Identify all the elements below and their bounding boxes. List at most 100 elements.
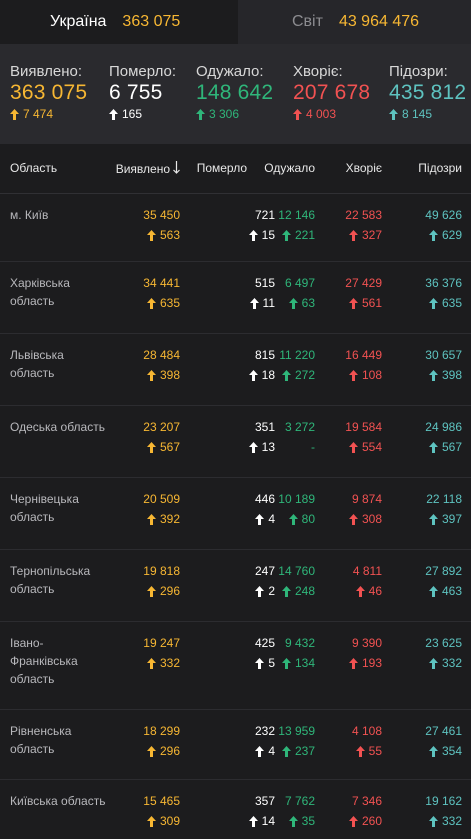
- arrow-up-icon: [428, 369, 438, 381]
- table-row[interactable]: Одеська область 23 207 567 351 13 3 272 - 19 58…: [0, 406, 471, 478]
- arrow-up-icon: [428, 657, 438, 669]
- died-delta: 4: [255, 512, 275, 526]
- arrow-up-icon: [146, 513, 156, 525]
- detected-delta-value: 398: [159, 368, 180, 382]
- stat-recovered-value: 148 642: [196, 81, 274, 104]
- detected-delta: 309: [146, 814, 180, 828]
- table-row[interactable]: Харківська область 34 441 635 515 11 6 497 63 2…: [0, 262, 471, 334]
- arrow-up-icon: [146, 745, 156, 757]
- sick-delta: 55: [355, 744, 382, 758]
- recovered-delta: 35: [288, 814, 315, 828]
- table-row[interactable]: Рівненська область 18 299 296 232 4 13 959 237…: [0, 710, 471, 780]
- arrow-up-icon: [348, 297, 358, 309]
- arrow-up-icon: [146, 657, 156, 669]
- arrow-up-icon: [348, 369, 358, 381]
- column-header-detected[interactable]: Виявлено: [116, 161, 180, 177]
- arrow-up-icon: [146, 369, 156, 381]
- recovered-value: 13 959: [278, 724, 315, 738]
- sick-value: 16 449: [345, 348, 382, 362]
- detected-value: 15 465: [143, 794, 180, 808]
- died-delta-value: 15: [261, 228, 275, 242]
- stat-sick-value: 207 678: [293, 81, 371, 104]
- region-name: Київська область: [10, 794, 106, 808]
- suspected-value: 27 892: [425, 564, 462, 578]
- detected-value: 19 247: [143, 636, 180, 650]
- sick-delta-value: 260: [361, 814, 382, 828]
- stat-detected-label: Виявлено:: [10, 63, 83, 80]
- column-header-died[interactable]: Померло: [196, 161, 247, 175]
- table-row[interactable]: Київська область 15 465 309 357 14 7 762 35 7 3…: [0, 780, 471, 839]
- sick-delta-value: 46: [368, 584, 382, 598]
- suspected-delta: 567: [428, 440, 462, 454]
- detected-delta-value: 296: [159, 744, 180, 758]
- recovered-delta-value: 272: [294, 368, 315, 382]
- arrow-up-icon: [146, 297, 156, 309]
- stat-sick-delta-value: 4 003: [306, 107, 337, 121]
- stat-recovered-delta: 3 306: [196, 107, 239, 121]
- column-header-sick[interactable]: Хворіє: [345, 161, 382, 175]
- stat-died-delta-value: 165: [122, 107, 143, 121]
- recovered-value: 9 432: [284, 636, 315, 650]
- recovered-delta: 80: [288, 512, 315, 526]
- detected-delta: 567: [146, 440, 180, 454]
- arrow-up-icon: [348, 441, 358, 453]
- recovered-value: 3 272: [284, 420, 315, 434]
- sick-delta-value: 327: [361, 228, 382, 242]
- arrow-up-icon: [288, 815, 298, 827]
- table-row[interactable]: Тернопільська область 19 818 296 247 2 14 760…: [0, 550, 471, 622]
- region-name: Рівненська область: [10, 724, 72, 756]
- arrow-up-icon: [348, 229, 358, 241]
- died-delta: 15: [248, 228, 275, 242]
- suspected-value: 19 162: [425, 794, 462, 808]
- recovered-delta-value: 221: [294, 228, 315, 242]
- arrow-up-icon: [146, 441, 156, 453]
- tab-ukraine[interactable]: Україна 363 075: [0, 0, 238, 44]
- died-value: 515: [254, 276, 275, 290]
- arrow-up-icon: [10, 108, 19, 120]
- suspected-delta: 635: [428, 296, 462, 310]
- sick-value: 7 346: [351, 794, 382, 808]
- table-row[interactable]: м. Київ 35 450 563 721 15 12 146 221 22 583 327 4…: [0, 194, 471, 262]
- recovered-value: 12 146: [278, 208, 315, 222]
- stat-died-label: Померло:: [109, 63, 177, 80]
- suspected-delta-value: 463: [441, 584, 462, 598]
- recovered-value: 14 760: [278, 564, 315, 578]
- table-row[interactable]: Львівська область 28 484 398 815 18 11 220 272…: [0, 334, 471, 406]
- suspected-delta-value: 635: [441, 296, 462, 310]
- column-header-region[interactable]: Область: [10, 161, 58, 175]
- arrow-up-icon: [146, 585, 156, 597]
- arrow-up-icon: [355, 585, 365, 597]
- column-header-suspected[interactable]: Підозри: [418, 161, 462, 175]
- arrow-up-icon: [255, 657, 265, 669]
- arrow-up-icon: [255, 745, 265, 757]
- arrow-up-icon: [348, 815, 358, 827]
- arrow-up-icon: [428, 297, 438, 309]
- region-name: Тернопільська область: [10, 564, 91, 596]
- tab-world-label: Світ: [292, 13, 323, 30]
- recovered-value: 7 762: [284, 794, 315, 808]
- recovered-delta: 134: [281, 656, 315, 670]
- died-delta-value: 4: [268, 744, 275, 758]
- stat-suspected-delta: 8 145: [389, 107, 432, 121]
- column-header-recovered[interactable]: Одужало: [264, 161, 315, 175]
- stat-recovered-label: Одужало:: [196, 63, 264, 80]
- recovered-delta-value: 63: [301, 296, 315, 310]
- detected-delta-value: 296: [159, 584, 180, 598]
- tab-world-value: 43 964 476: [338, 13, 420, 30]
- recovered-value: 11 220: [279, 348, 315, 362]
- detected-delta-value: 635: [159, 296, 180, 310]
- died-delta-value: 5: [268, 656, 275, 670]
- sick-value: 4 108: [351, 724, 382, 738]
- recovered-delta: 248: [281, 584, 315, 598]
- recovered-delta-value: 80: [301, 512, 315, 526]
- sick-delta-value: 108: [361, 368, 382, 382]
- suspected-value: 30 657: [425, 348, 462, 362]
- recovered-delta-value: 237: [294, 744, 315, 758]
- arrow-up-icon: [355, 745, 365, 757]
- suspected-delta-value: 332: [441, 656, 462, 670]
- table-row[interactable]: Чернівецька область 20 509 392 446 4 10 189 80…: [0, 478, 471, 550]
- stat-suspected-value: 435 812: [389, 81, 467, 104]
- died-value: 425: [254, 636, 275, 650]
- tab-world[interactable]: Світ 43 964 476: [238, 0, 471, 44]
- table-row[interactable]: Івано-Франківська область 19 247 332 425 5 9 …: [0, 622, 471, 710]
